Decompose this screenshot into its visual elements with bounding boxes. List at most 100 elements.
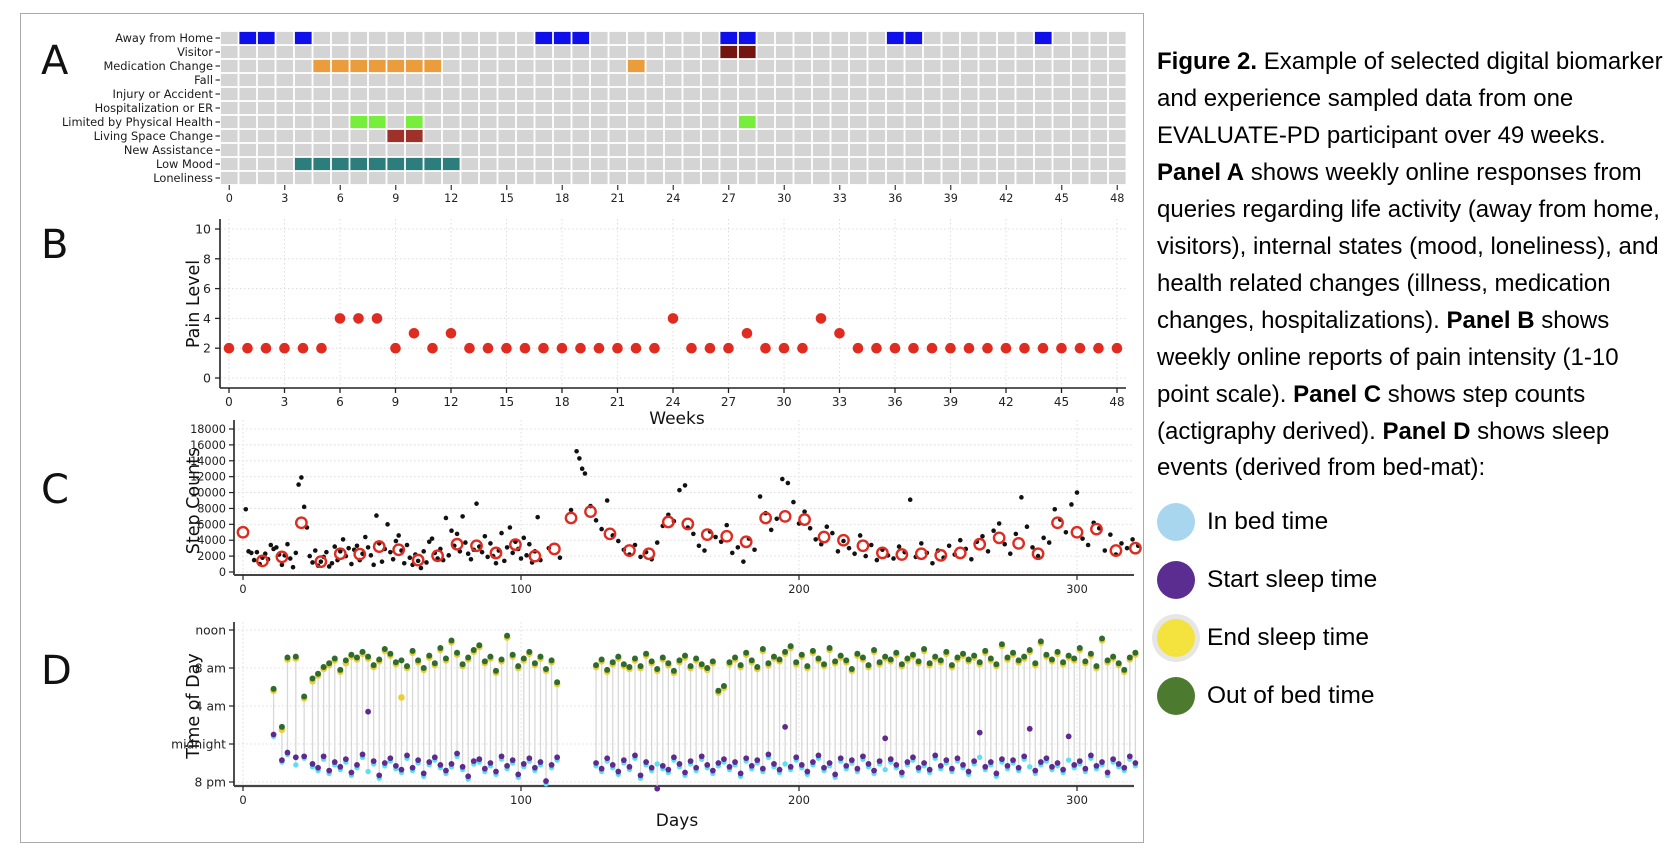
pain-dot-series [223,313,1123,354]
svg-text:42: 42 [999,192,1013,205]
svg-text:9: 9 [392,192,399,205]
svg-text:noon: noon [195,624,226,638]
weekly-average-series [236,505,1142,569]
out-of-bed-series [270,632,1139,730]
legend-color-dot-icon [1157,619,1195,658]
svg-text:27: 27 [721,395,736,409]
caption-bold-segment: Panel A [1157,158,1245,186]
legend-item-label: End sleep time [1207,624,1370,652]
svg-text:6: 6 [336,395,344,409]
svg-text:14000: 14000 [190,455,226,468]
caption-segment: shows step counts (actigraphy derived). [1157,380,1586,445]
svg-text:8 am: 8 am [195,662,226,676]
svg-text:15: 15 [500,192,514,205]
svg-text:10: 10 [195,222,211,237]
caption-bold-segment: Panel D [1382,417,1471,445]
caption-text: Figure 2. Example of selected digital bi… [1157,44,1663,487]
svg-text:300: 300 [1066,583,1088,596]
svg-text:48: 48 [1109,395,1124,409]
caption-bold-segment: Figure 2. [1157,48,1258,75]
figure-chart-canvas: A B C D Away from HomeVisitorMedication … [41,31,1142,831]
svg-text:39: 39 [944,192,958,205]
legend-item-label: Out of bed time [1207,682,1375,710]
svg-text:18000: 18000 [190,423,226,436]
svg-text:27: 27 [722,192,736,205]
svg-text:200: 200 [788,793,810,807]
start-sleep-series [270,708,1139,792]
svg-text:39: 39 [943,395,958,409]
svg-text:0: 0 [226,192,233,205]
panel-d-ylabel: Time of Day [184,653,204,759]
svg-text:21: 21 [610,395,625,409]
svg-text:6: 6 [203,281,211,296]
svg-text:200: 200 [788,583,810,596]
svg-text:12: 12 [444,192,458,205]
svg-text:48: 48 [1110,192,1124,205]
svg-text:midnight: midnight [171,738,226,752]
svg-text:3: 3 [281,395,289,409]
svg-text:Away from Home: Away from Home [115,31,213,45]
panel-b-xlabel: Weeks [649,409,705,429]
svg-text:42: 42 [998,395,1013,409]
svg-text:16000: 16000 [190,439,226,452]
svg-text:2: 2 [203,341,211,356]
svg-text:45: 45 [1055,192,1069,205]
svg-text:8: 8 [203,251,211,266]
svg-text:21: 21 [611,192,625,205]
svg-text:36: 36 [888,192,902,205]
svg-text:300: 300 [1066,793,1088,807]
svg-text:0: 0 [203,371,211,386]
svg-text:4000: 4000 [197,534,226,547]
svg-text:12000: 12000 [190,471,226,484]
svg-text:Living Space Change: Living Space Change [94,129,213,143]
svg-text:30: 30 [777,192,791,205]
svg-text:24: 24 [666,192,680,205]
svg-text:6: 6 [337,192,344,205]
legend-item: In bed time [1157,503,1663,542]
svg-text:Low Mood: Low Mood [156,157,213,171]
panel-b-ylabel: Pain Level [184,260,204,348]
svg-text:10000: 10000 [190,487,226,500]
svg-text:36: 36 [887,395,902,409]
svg-text:Medication Change: Medication Change [103,59,213,73]
svg-text:100: 100 [510,583,532,596]
svg-text:8 pm: 8 pm [194,776,226,790]
panel-d-sleep-chart: noon 8 am 4 am midnight 8 pm 0 100 200 300 [171,622,1139,807]
legend-item: Out of bed time [1157,677,1663,716]
svg-text:4 am: 4 am [195,700,226,714]
svg-text:8000: 8000 [197,502,226,515]
svg-text:45: 45 [1054,395,1069,409]
svg-text:18: 18 [554,395,569,409]
svg-text:0: 0 [219,566,226,579]
panel-c-steps-chart: 0200040006000800010000120001400016000180… [190,420,1142,596]
caption-segment: shows weekly online responses from queri… [1157,158,1660,334]
svg-text:6000: 6000 [197,518,226,531]
svg-text:Visitor: Visitor [177,45,213,59]
svg-text:Loneliness: Loneliness [153,171,213,185]
legend-item-label: Start sleep time [1207,566,1378,594]
svg-text:Hospitalization or ER: Hospitalization or ER [95,101,214,115]
svg-text:Injury or Accident: Injury or Accident [113,87,214,101]
svg-text:4: 4 [203,311,211,326]
svg-text:New Assistance: New Assistance [124,143,213,157]
svg-text:30: 30 [776,395,791,409]
svg-text:3: 3 [281,192,288,205]
svg-text:18: 18 [555,192,569,205]
svg-text:2000: 2000 [197,550,226,563]
svg-text:0: 0 [239,793,246,807]
svg-text:0: 0 [225,395,233,409]
legend-item: Start sleep time [1157,561,1663,600]
panel-c-label: C [41,467,69,513]
end-sleep-series [270,634,1139,734]
panel-c-ylabel: Step Counts [184,448,204,555]
panel-a-label: A [41,38,69,84]
svg-text:100: 100 [510,793,532,807]
panel-d-xlabel: Days [656,811,699,831]
svg-text:12: 12 [443,395,458,409]
figure-caption: Figure 2. Example of selected digital bi… [1157,44,1663,735]
svg-text:0: 0 [239,583,246,596]
panel-d-label: D [41,648,72,694]
caption-bold-segment: Panel C [1293,380,1382,408]
